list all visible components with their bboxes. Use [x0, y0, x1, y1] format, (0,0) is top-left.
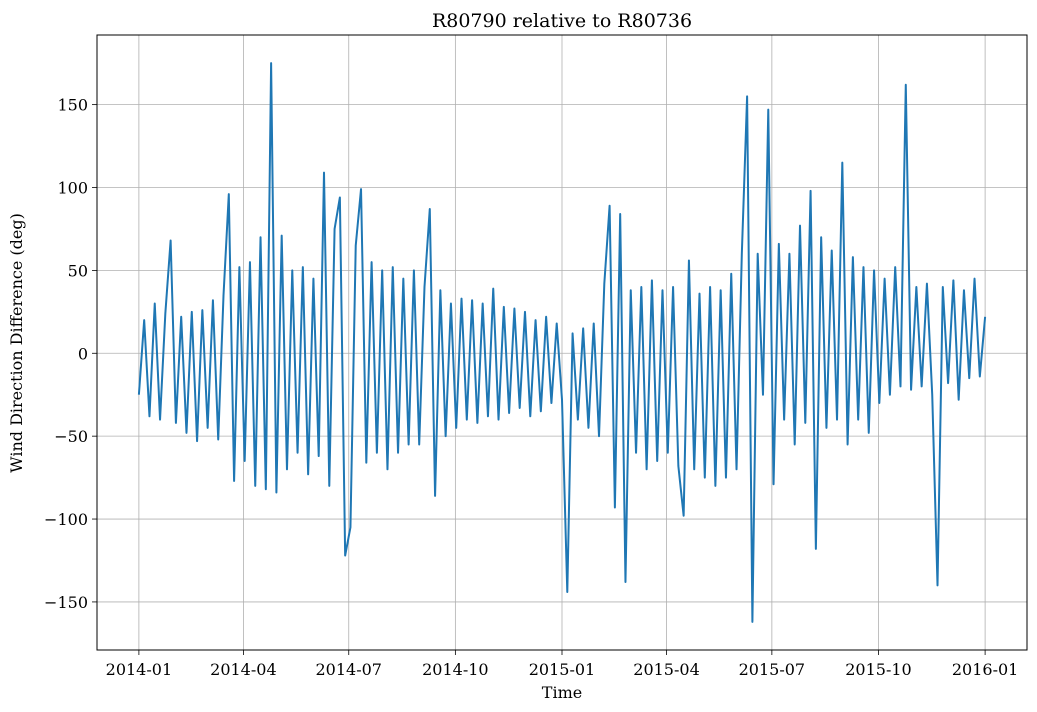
x-tick-label: 2015-04	[633, 660, 699, 679]
x-tick-label: 2015-10	[845, 660, 911, 679]
x-tick-label: 2014-01	[106, 660, 172, 679]
x-tick-label: 2016-01	[952, 660, 1018, 679]
y-tick-label: −150	[44, 593, 88, 612]
plot-area	[137, 62, 987, 623]
x-tick-label: 2015-07	[739, 660, 805, 679]
x-axis-label: Time	[542, 683, 582, 702]
ticks: 2014-01 2014-04 2014-07 2014-10 2015-01 2015-…	[44, 96, 1018, 679]
y-tick-label: 150	[57, 96, 88, 115]
grid	[97, 35, 1027, 650]
y-tick-label: −50	[54, 427, 88, 446]
y-tick-label: 0	[78, 344, 88, 363]
chart-title: R80790 relative to R80736	[432, 10, 692, 32]
x-tick-label: 2014-04	[210, 660, 276, 679]
x-tick-label: 2015-01	[529, 660, 595, 679]
y-axis-label: Wind Direction Difference (deg)	[7, 213, 26, 473]
y-tick-label: −100	[44, 510, 88, 529]
x-tick-label: 2014-10	[422, 660, 488, 679]
x-tick-label: 2014-07	[316, 660, 382, 679]
y-tick-label: 100	[57, 179, 88, 198]
data-line	[137, 62, 987, 623]
y-tick-label: 50	[68, 261, 88, 280]
